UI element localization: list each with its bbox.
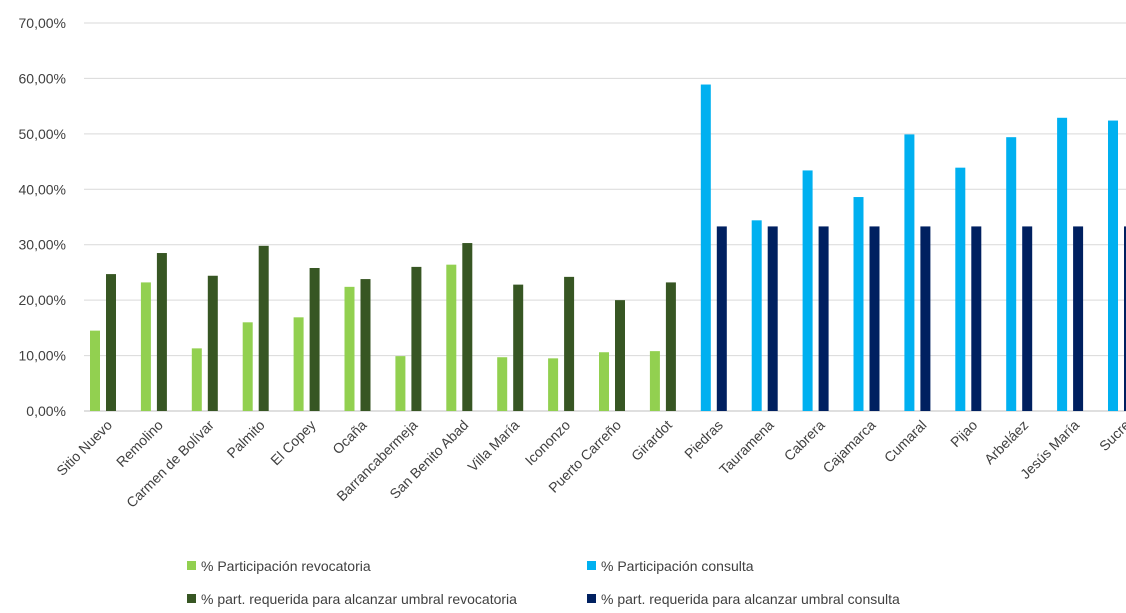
bar-series-3 — [700, 84, 711, 412]
bar-series-1 — [191, 348, 202, 411]
bar-series-1 — [293, 317, 304, 411]
bar-series-2 — [411, 266, 422, 411]
bar-series-4 — [1073, 226, 1084, 411]
legend-label: % Participación consulta — [601, 558, 754, 574]
x-category-label: Cabrera — [781, 417, 828, 464]
bar-series-4 — [869, 226, 880, 411]
bar-series-4 — [920, 226, 931, 411]
legend-item: % Participación consulta — [587, 558, 754, 574]
bar-series-3 — [955, 167, 966, 411]
y-tick-label: 50,00% — [19, 126, 66, 142]
x-category-label: Sitio Nuevo — [53, 417, 115, 479]
legend-label: % part. requerida para alcanzar umbral r… — [201, 591, 517, 607]
legend-label: % Participación revocatoria — [201, 558, 371, 574]
bar-series-4 — [1124, 226, 1126, 411]
x-category-label: Villa María — [464, 417, 522, 475]
bar-series-4 — [767, 226, 778, 411]
y-tick-label: 20,00% — [19, 292, 66, 308]
bar-series-2 — [513, 284, 524, 411]
bar-series-2 — [360, 279, 371, 411]
legend: % Participación revocatoria % part. reque… — [187, 558, 900, 607]
legend-item: % part. requerida para alcanzar umbral c… — [587, 591, 900, 607]
bar-series-1 — [649, 351, 660, 411]
bar-series-1 — [446, 264, 457, 411]
bar-series-1 — [497, 357, 508, 411]
bar-series-4 — [818, 226, 829, 411]
legend-label: % part. requerida para alcanzar umbral c… — [601, 591, 900, 607]
bar-series-2 — [564, 276, 575, 411]
bar-series-2 — [462, 243, 473, 411]
x-category-label: Cajamarca — [819, 417, 878, 476]
bar-series-3 — [904, 134, 915, 411]
y-tick-label: 10,00% — [19, 348, 66, 364]
bar-series-1 — [548, 358, 559, 411]
bar-series-3 — [1108, 120, 1118, 411]
x-category-label: Piedras — [681, 417, 726, 462]
gridlines — [84, 22, 1126, 412]
legend-swatch — [587, 594, 596, 603]
bar-series-1 — [90, 330, 100, 411]
bar-series-2 — [258, 245, 269, 411]
x-category-label: Cumaral — [881, 417, 930, 466]
x-category-label: Pijao — [947, 417, 980, 450]
x-category-label: Palmito — [223, 417, 267, 461]
bar-series-2 — [615, 300, 625, 411]
x-category-label: El Copey — [267, 417, 318, 468]
legend-item: % Participación revocatoria — [187, 558, 371, 574]
bar-series-3 — [1006, 137, 1017, 411]
bar-series-4 — [971, 226, 982, 411]
x-category-label: Remolino — [113, 417, 166, 470]
bar-series-1 — [599, 352, 609, 411]
bar-series-1 — [140, 282, 151, 411]
x-category-label: Arbeláez — [981, 417, 1031, 467]
bar-series-2 — [207, 275, 218, 411]
legend-swatch — [187, 561, 196, 570]
bar-series-2 — [309, 267, 320, 411]
legend-swatch — [187, 594, 196, 603]
bars — [90, 84, 1126, 412]
bar-series-1 — [242, 322, 253, 411]
x-category-label: Icononzo — [522, 417, 574, 469]
x-category-label: Carmen de Bolívar — [123, 417, 217, 511]
bar-series-2 — [665, 282, 676, 411]
y-tick-label: 0,00% — [26, 403, 66, 419]
y-tick-label: 60,00% — [19, 70, 66, 86]
bar-series-2 — [156, 253, 167, 411]
x-category-label: Sucre — [1096, 417, 1126, 454]
bar-series-4 — [716, 226, 727, 411]
legend-item: % part. requerida para alcanzar umbral r… — [187, 591, 517, 607]
y-tick-label: 30,00% — [19, 237, 66, 253]
bar-series-2 — [106, 274, 116, 411]
y-tick-label: 70,00% — [19, 15, 66, 31]
bar-series-3 — [853, 197, 864, 411]
x-category-label: Tauramena — [716, 417, 777, 478]
x-category-label: Girardot — [628, 417, 675, 464]
bar-series-4 — [1022, 226, 1033, 411]
bar-series-3 — [1057, 117, 1068, 411]
bar-series-3 — [802, 170, 813, 411]
bar-series-3 — [751, 220, 762, 411]
y-axis-ticks: 0,00% 10,00% 20,00% 30,00% 40,00% 50,00% 60,00… — [19, 15, 66, 419]
legend-swatch — [587, 561, 596, 570]
bar-series-1 — [344, 286, 355, 411]
bar-series-1 — [395, 356, 406, 411]
y-tick-label: 40,00% — [19, 181, 66, 197]
x-category-label: Ocaña — [329, 417, 370, 458]
